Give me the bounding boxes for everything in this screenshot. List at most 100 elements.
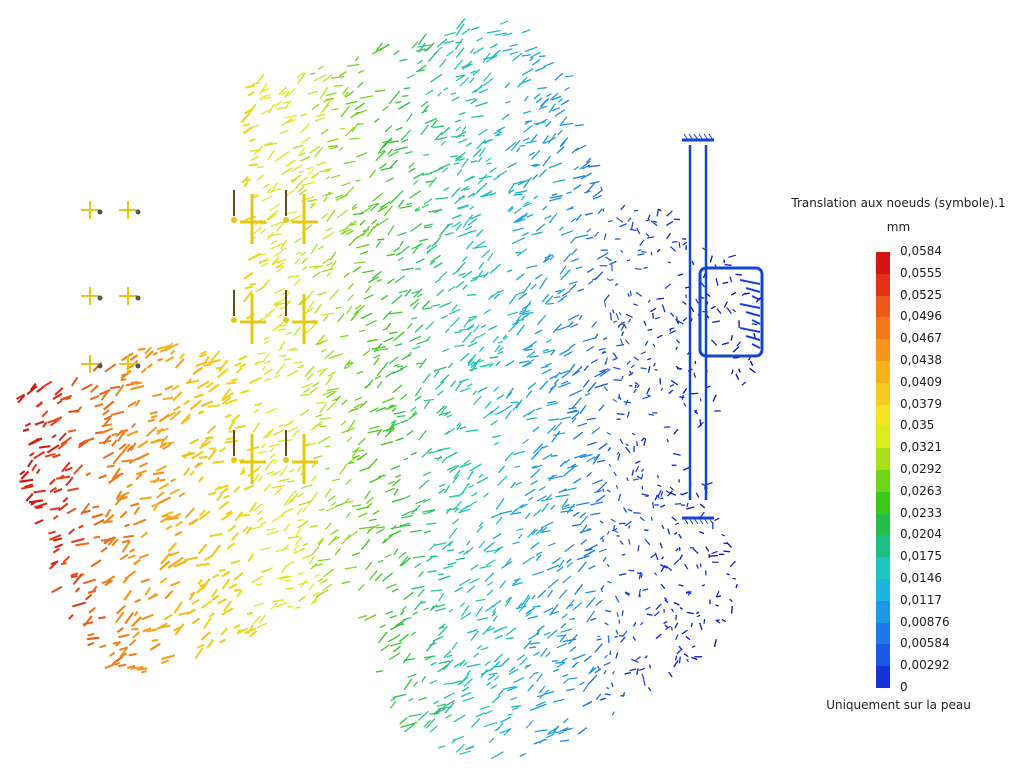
displacement-arrow (476, 525, 483, 533)
displacement-arrow (311, 491, 319, 501)
displacement-arrow (643, 438, 647, 446)
displacement-arrow (546, 629, 558, 639)
displacement-arrow (280, 239, 288, 249)
displacement-arrow (508, 184, 515, 193)
displacement-arrow (633, 512, 641, 514)
displacement-arrow (422, 307, 433, 310)
displacement-arrow (666, 220, 674, 226)
displacement-arrow (475, 712, 486, 718)
displacement-arrow (646, 613, 653, 616)
displacement-arrow (619, 223, 627, 228)
displacement-arrow (129, 548, 136, 553)
displacement-arrow (394, 146, 408, 152)
displacement-arrow (480, 667, 494, 676)
displacement-arrow (521, 304, 529, 311)
displacement-arrow (301, 136, 311, 144)
displacement-arrow (243, 123, 250, 127)
displacement-arrow (67, 429, 76, 433)
displacement-arrow (660, 583, 666, 590)
displacement-arrow (543, 631, 551, 636)
support-hatch (688, 133, 694, 141)
displacement-arrow (547, 302, 554, 305)
displacement-arrow (345, 478, 352, 485)
displacement-arrow (536, 673, 543, 682)
displacement-arrow (710, 305, 716, 310)
displacement-arrow (455, 557, 466, 561)
displacement-arrow (512, 541, 520, 545)
displacement-arrow (121, 459, 134, 463)
displacement-arrow (671, 240, 678, 243)
displacement-arrow (202, 562, 210, 566)
displacement-arrow (393, 363, 400, 368)
displacement-arrow (455, 223, 462, 231)
displacement-arrow (352, 266, 362, 273)
displacement-arrow (326, 92, 337, 96)
displacement-arrow (536, 701, 546, 707)
displacement-arrow (428, 209, 442, 213)
displacement-arrow (373, 223, 379, 229)
displacement-arrow (163, 613, 173, 621)
displacement-arrow (208, 491, 217, 496)
displacement-arrow (339, 334, 349, 338)
displacement-arrow (385, 371, 395, 378)
displacement-arrow (297, 72, 306, 85)
displacement-arrow (375, 150, 386, 162)
displacement-arrow (449, 465, 460, 473)
displacement-arrow (546, 564, 560, 571)
displacement-arrow (530, 133, 538, 142)
displacement-arrow (180, 416, 191, 425)
displacement-arrow (594, 333, 599, 339)
displacement-arrow (155, 465, 167, 472)
displacement-arrow (400, 129, 412, 141)
displacement-arrow (146, 363, 153, 369)
displacement-arrow (276, 265, 284, 269)
displacement-arrow (236, 627, 249, 635)
constraint-node (97, 295, 103, 301)
displacement-arrow (112, 452, 123, 465)
displacement-arrow (467, 293, 476, 296)
displacement-arrow (479, 346, 485, 352)
displacement-arrow (553, 421, 563, 431)
displacement-arrow (664, 283, 671, 290)
displacement-arrow (434, 235, 442, 246)
displacement-arrow (331, 501, 337, 507)
displacement-arrow (393, 548, 399, 556)
displacement-arrow (458, 578, 471, 587)
displacement-arrow (425, 717, 436, 729)
displacement-arrow (654, 494, 658, 501)
displacement-arrow (537, 86, 547, 90)
displacement-arrow (741, 292, 747, 297)
displacement-arrow (440, 126, 450, 136)
displacement-arrow (322, 390, 335, 396)
displacement-arrow (377, 559, 384, 564)
displacement-arrow (318, 369, 326, 377)
displacement-arrow (350, 310, 360, 321)
displacement-arrow (618, 312, 622, 316)
displacement-arrow (614, 282, 619, 286)
displacement-arrow (219, 569, 226, 572)
displacement-arrow (401, 524, 411, 527)
displacement-arrow (307, 90, 319, 95)
displacement-arrow (705, 546, 710, 552)
displacement-arrow (320, 578, 328, 584)
displacement-arrow (188, 518, 199, 526)
displacement-arrow (551, 557, 561, 565)
displacement-arrow (421, 447, 433, 459)
displacement-arrow (302, 506, 308, 512)
displacement-arrow (621, 331, 624, 337)
displacement-arrow (262, 429, 272, 440)
displacement-arrow (131, 616, 142, 627)
displacement-arrow (349, 223, 357, 227)
displacement-arrow (331, 76, 345, 79)
displacement-arrow (586, 471, 592, 478)
displacement-arrow (281, 566, 287, 573)
flange-thread (739, 327, 761, 333)
displacement-arrow (223, 494, 230, 499)
displacement-arrow (345, 305, 353, 315)
displacement-arrow (326, 390, 337, 399)
displacement-arrow (35, 468, 41, 475)
displacement-arrow (301, 554, 313, 560)
displacement-arrow (640, 573, 643, 578)
displacement-arrow (393, 645, 401, 653)
